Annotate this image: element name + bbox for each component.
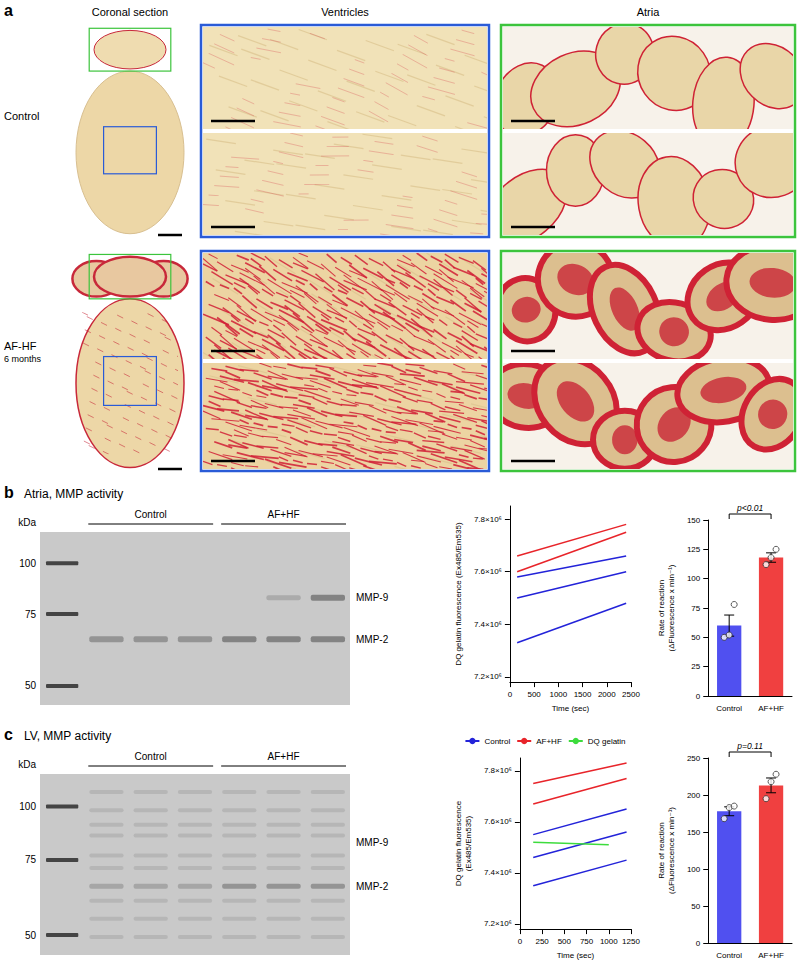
- svg-text:7.6×10⁶: 7.6×10⁶: [484, 817, 512, 826]
- svg-text:Atria: Atria: [637, 6, 661, 18]
- svg-text:500: 500: [527, 690, 541, 699]
- svg-text:250: 250: [535, 937, 549, 946]
- svg-text:AF-HF: AF-HF: [4, 340, 37, 352]
- svg-text:DQ gelatin fluorescence: DQ gelatin fluorescence: [454, 800, 463, 886]
- svg-text:Rate of reaction: Rate of reaction: [657, 580, 666, 636]
- svg-text:Ventricles: Ventricles: [321, 6, 369, 18]
- svg-text:Control: Control: [484, 737, 510, 746]
- svg-text:0: 0: [696, 692, 701, 701]
- svg-text:MMP-9: MMP-9: [356, 837, 389, 848]
- svg-text:250: 250: [687, 754, 701, 763]
- svg-text:1250: 1250: [622, 937, 640, 946]
- svg-text:100: 100: [19, 801, 36, 812]
- svg-text:50: 50: [25, 930, 37, 941]
- svg-text:a: a: [4, 2, 13, 19]
- svg-text:p=0.11: p=0.11: [736, 741, 763, 751]
- svg-text:1500: 1500: [574, 690, 592, 699]
- svg-text:Atria, MMP activity: Atria, MMP activity: [24, 487, 123, 501]
- svg-text:AF+HF: AF+HF: [758, 704, 784, 713]
- svg-text:0: 0: [518, 937, 523, 946]
- svg-text:2000: 2000: [598, 690, 616, 699]
- svg-text:p<0.01: p<0.01: [736, 503, 764, 513]
- svg-text:MMP-9: MMP-9: [356, 592, 389, 603]
- svg-text:(ΔFluorescence x min⁻¹): (ΔFluorescence x min⁻¹): [667, 564, 676, 651]
- svg-text:200: 200: [687, 791, 701, 800]
- svg-text:25: 25: [691, 662, 700, 671]
- svg-text:(Ex485/Em535): (Ex485/Em535): [464, 815, 473, 871]
- svg-text:MMP-2: MMP-2: [356, 634, 389, 645]
- svg-text:AF+HF: AF+HF: [268, 509, 300, 520]
- svg-text:Rate of reaction: Rate of reaction: [657, 822, 666, 878]
- svg-text:kDa: kDa: [18, 517, 36, 528]
- svg-text:150: 150: [687, 516, 701, 525]
- svg-text:7.8×10⁶: 7.8×10⁶: [484, 766, 512, 775]
- svg-text:7.4×10⁶: 7.4×10⁶: [484, 868, 512, 877]
- svg-text:DQ gelatin: DQ gelatin: [588, 737, 626, 746]
- svg-text:Control: Control: [135, 509, 167, 520]
- svg-text:LV, MMP activity: LV, MMP activity: [24, 729, 111, 743]
- svg-text:0: 0: [508, 690, 513, 699]
- svg-text:100: 100: [687, 574, 701, 583]
- svg-text:1000: 1000: [549, 690, 567, 699]
- svg-text:50: 50: [691, 902, 700, 911]
- svg-text:b: b: [4, 484, 14, 501]
- svg-text:kDa: kDa: [18, 759, 36, 770]
- svg-text:AF+HF: AF+HF: [758, 951, 784, 960]
- svg-text:6 months: 6 months: [4, 354, 42, 364]
- svg-text:c: c: [4, 726, 13, 743]
- svg-text:75: 75: [25, 854, 37, 865]
- svg-text:7.2×10⁶: 7.2×10⁶: [474, 672, 502, 681]
- svg-text:AF+HF: AF+HF: [268, 751, 300, 762]
- svg-text:Time (sec): Time (sec): [557, 951, 595, 960]
- svg-text:DQ gelatin fluorescence (Ex485: DQ gelatin fluorescence (Ex485/Em535): [454, 522, 463, 666]
- svg-text:MMP-2: MMP-2: [356, 881, 389, 892]
- svg-text:500: 500: [558, 937, 572, 946]
- svg-text:75: 75: [691, 604, 700, 613]
- svg-text:7.8×10⁶: 7.8×10⁶: [474, 515, 502, 524]
- svg-text:(ΔFluorescence x min⁻¹): (ΔFluorescence x min⁻¹): [667, 807, 676, 894]
- svg-text:Coronal section: Coronal section: [92, 6, 168, 18]
- svg-text:100: 100: [19, 558, 36, 569]
- svg-text:2500: 2500: [622, 690, 640, 699]
- svg-text:AF+HF: AF+HF: [536, 737, 562, 746]
- svg-text:750: 750: [580, 937, 594, 946]
- svg-text:Time (sec): Time (sec): [552, 704, 590, 713]
- svg-text:7.2×10⁶: 7.2×10⁶: [484, 919, 512, 928]
- svg-text:50: 50: [691, 633, 700, 642]
- svg-text:Control: Control: [135, 751, 167, 762]
- svg-text:Control: Control: [4, 110, 39, 122]
- svg-text:50: 50: [25, 680, 37, 691]
- svg-text:150: 150: [687, 828, 701, 837]
- svg-text:125: 125: [687, 545, 701, 554]
- svg-text:7.6×10⁶: 7.6×10⁶: [474, 567, 502, 576]
- svg-text:7.4×10⁶: 7.4×10⁶: [474, 620, 502, 629]
- svg-text:100: 100: [687, 865, 701, 874]
- svg-text:75: 75: [25, 609, 37, 620]
- svg-text:Control: Control: [716, 704, 742, 713]
- svg-text:1000: 1000: [600, 937, 618, 946]
- svg-text:Control: Control: [716, 951, 742, 960]
- svg-text:0: 0: [696, 939, 701, 948]
